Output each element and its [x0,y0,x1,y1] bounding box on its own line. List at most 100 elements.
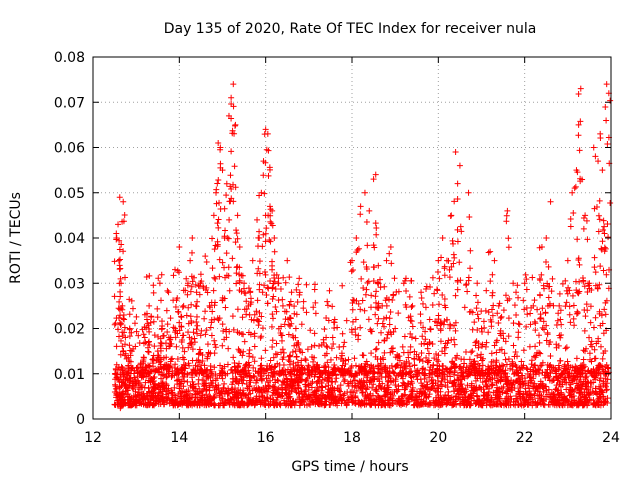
data-point [263,394,270,401]
data-point [450,251,457,258]
data-point [323,334,330,341]
data-point [178,313,185,320]
data-point [164,321,171,328]
data-point [219,321,226,328]
data-point [446,266,453,273]
data-point [171,384,178,391]
data-point [585,282,592,289]
data-point [401,360,408,367]
data-point [531,297,538,304]
data-point [269,343,276,350]
data-point [532,327,539,334]
data-point [189,369,196,376]
data-point [361,401,368,408]
data-point [338,350,345,357]
data-point [547,198,554,205]
data-point [143,402,150,409]
data-point [294,299,301,306]
data-point [583,373,590,380]
data-point [122,383,129,390]
data-point [530,375,537,382]
data-point [348,326,355,333]
data-point [466,356,473,363]
data-point [478,367,485,374]
data-point [249,387,256,394]
data-point [559,280,566,287]
data-point [417,311,424,318]
data-point [434,269,441,276]
data-point [270,315,277,322]
data-point [197,349,204,356]
chart-title: Day 135 of 2020, Rate Of TEC Index for r… [164,21,537,37]
data-point [576,147,583,154]
data-point [407,373,414,380]
data-point [313,387,320,394]
data-point [251,358,258,365]
data-point [316,380,323,387]
data-point [247,331,254,338]
data-point [386,250,393,257]
data-point [387,377,394,384]
data-point [158,340,165,347]
data-point [541,285,548,292]
data-point [488,306,495,313]
data-point [261,190,268,197]
data-point [183,312,190,319]
data-point [396,370,403,377]
data-point [263,375,270,382]
data-point [359,384,366,391]
data-point [556,290,563,297]
data-point [479,379,486,386]
data-point [482,378,489,385]
data-point [204,396,211,403]
data-point [216,394,223,401]
data-point [121,329,128,336]
data-point [382,364,389,371]
data-point [174,295,181,302]
data-point [150,289,157,296]
data-point [349,267,356,274]
data-point [203,284,210,291]
data-point [192,370,199,377]
data-point [364,361,371,368]
data-point [225,345,232,352]
data-point [400,370,407,377]
data-point [364,370,371,377]
data-point [194,363,201,370]
data-point [592,153,599,160]
data-point [422,328,429,335]
data-point [570,376,577,383]
data-point [231,388,238,395]
data-point [305,393,312,400]
data-point [445,395,452,402]
data-point [312,369,319,376]
data-point [304,375,311,382]
data-point [559,394,566,401]
data-point [279,356,286,363]
data-point [360,352,367,359]
y-axis-label: ROTI / TECUs [8,192,24,284]
data-point [359,389,366,396]
data-point [126,342,133,349]
data-point [288,388,295,395]
data-point [423,394,430,401]
data-point [215,382,222,389]
data-point [487,248,494,255]
data-point [203,327,210,334]
data-point [229,381,236,388]
data-point [179,303,186,310]
data-point [168,373,175,380]
data-point [603,81,610,88]
data-point [139,390,146,397]
data-point [421,340,428,347]
data-point [408,277,415,284]
data-point [239,401,246,408]
data-point [557,334,564,341]
data-point [355,245,362,252]
data-point [236,271,243,278]
data-point [227,367,234,374]
data-point [601,306,608,313]
data-point [163,307,170,314]
data-point [221,380,228,387]
data-point [545,263,552,270]
